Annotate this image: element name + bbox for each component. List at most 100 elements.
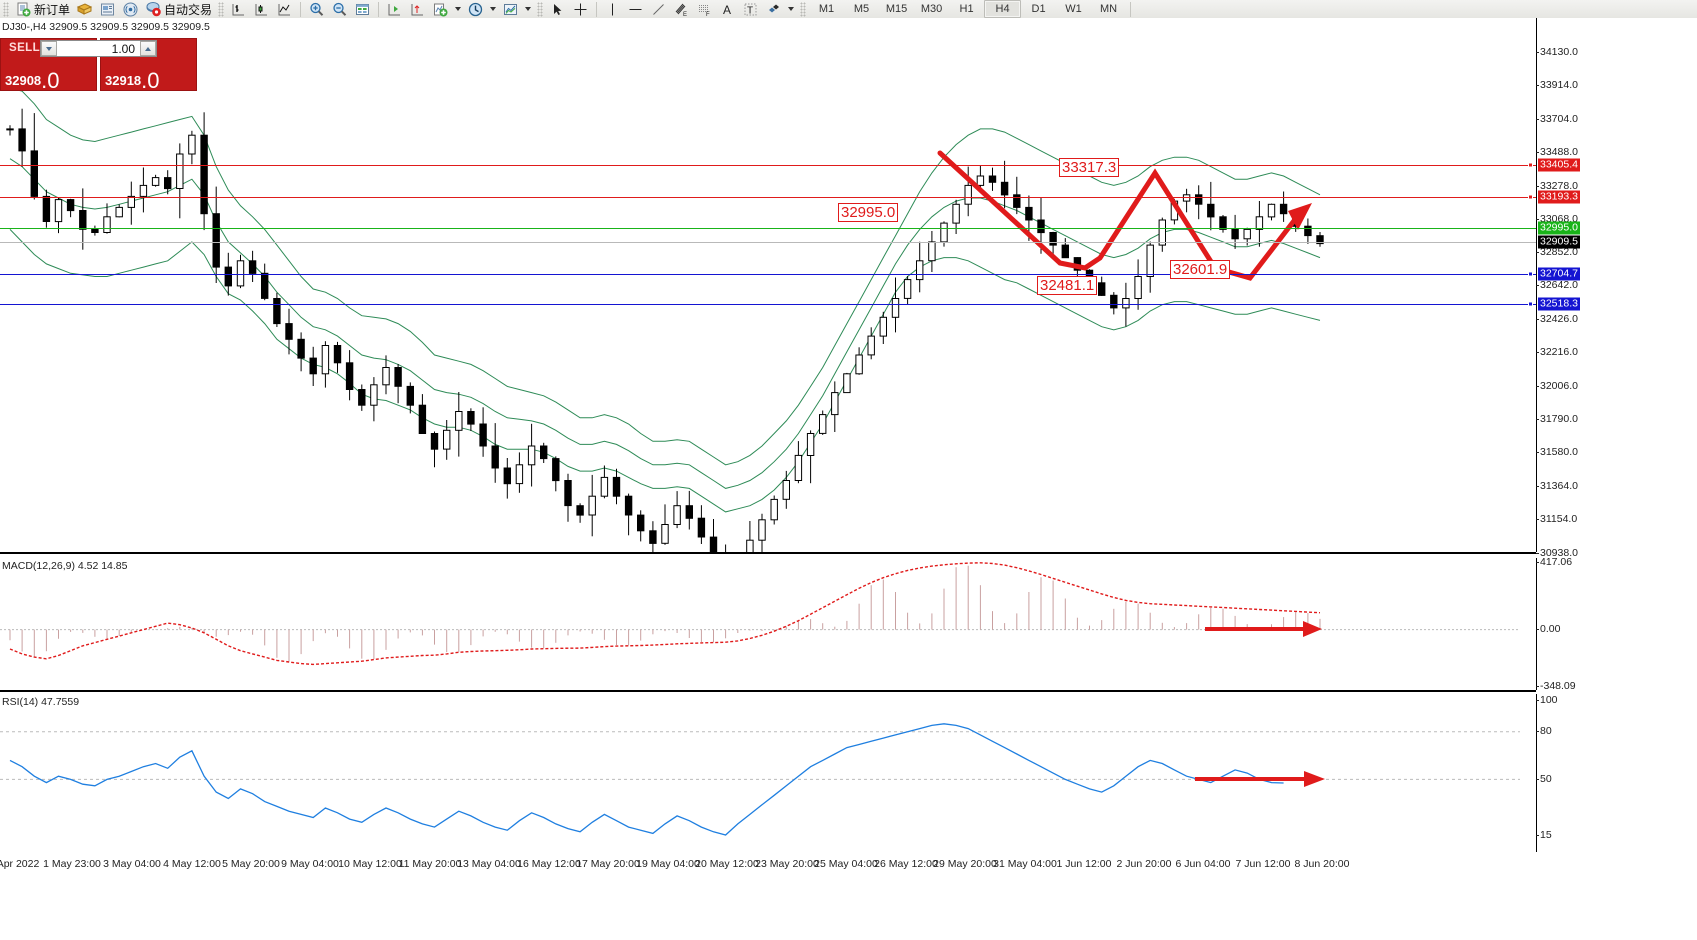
- equidistant-channel-button[interactable]: E: [670, 1, 693, 18]
- price-level-line[interactable]: [0, 274, 1536, 275]
- fibonacci-icon: F: [696, 1, 713, 18]
- horizontal-line-button[interactable]: [624, 1, 647, 18]
- equidistant-channel-icon: E: [673, 1, 690, 18]
- macd-pane[interactable]: [0, 558, 1536, 690]
- candlestick-chart-button[interactable]: [250, 1, 273, 18]
- timeframe-h1[interactable]: H1: [959, 3, 974, 15]
- price-level-handle[interactable]: [1528, 271, 1533, 277]
- volume-stepper[interactable]: 1.00: [40, 40, 157, 57]
- macd-arrow-head: [1303, 621, 1322, 637]
- indicators-icon: [432, 1, 449, 18]
- one-click-trading-panel[interactable]: SELL 32908.0 BUY 32918.0 1.00: [0, 38, 197, 92]
- new-order-button[interactable]: 新订单: [12, 1, 73, 18]
- auto-trading-button[interactable]: 自动交易: [142, 1, 215, 18]
- price-level-handle[interactable]: [1528, 301, 1533, 307]
- toolbar-grip-4[interactable]: [800, 1, 807, 17]
- templates-button[interactable]: [499, 1, 522, 18]
- bollinger-lower-band: [9, 229, 1321, 513]
- period-chevron-down-icon[interactable]: [490, 7, 497, 11]
- price-level-line[interactable]: [0, 242, 1536, 243]
- chevron-down-icon: [46, 46, 52, 51]
- bar-chart-button[interactable]: [227, 1, 250, 18]
- price-annotation[interactable]: 32481.1: [1037, 276, 1098, 295]
- price-axis[interactable]: 34130.0 33914.0 33704.0 33488.0 33278.0 33068…: [1535, 18, 1697, 625]
- text-label-button[interactable]: T: [739, 1, 762, 18]
- cursor-button[interactable]: [546, 1, 569, 18]
- price-level-handle[interactable]: [1528, 194, 1533, 200]
- price-level-line[interactable]: [0, 197, 1536, 198]
- wallet-button[interactable]: [73, 1, 96, 18]
- macd-title: MACD(12,26,9) 4.52 14.85: [2, 560, 128, 572]
- timeframe-d1[interactable]: D1: [1031, 3, 1046, 15]
- trendline-button[interactable]: [647, 1, 670, 18]
- objects-chevron-down-icon[interactable]: [788, 7, 795, 11]
- rsi-pane[interactable]: [0, 694, 1536, 852]
- pane-separator-2[interactable]: [0, 690, 1536, 692]
- svg-text:E: E: [683, 12, 687, 18]
- new-order-label: 新订单: [34, 2, 71, 17]
- chevron-up-icon: [145, 46, 151, 51]
- timeframe-h4[interactable]: H4: [984, 0, 1022, 18]
- toolbar-grip-2[interactable]: [218, 1, 225, 17]
- period-button[interactable]: [464, 1, 487, 18]
- line-chart-button[interactable]: [273, 1, 296, 18]
- pane-separator-1[interactable]: [0, 552, 1536, 554]
- timeframe-m15[interactable]: M15: [885, 3, 908, 15]
- toolbar-grip[interactable]: [3, 1, 9, 17]
- timeframe-mn[interactable]: MN: [1099, 3, 1118, 15]
- auto-scroll-button[interactable]: [406, 1, 429, 18]
- price-annotation[interactable]: 33317.3: [1059, 158, 1120, 177]
- zoom-in-button[interactable]: [305, 1, 328, 18]
- price-level-tag[interactable]: 32909.5: [1538, 235, 1580, 249]
- price-annotation[interactable]: 32995.0: [838, 203, 899, 222]
- price-level-tag[interactable]: 32995.0: [1538, 221, 1580, 235]
- toolbar-separator-4: [1130, 1, 1132, 17]
- price-level-tag[interactable]: 33193.3: [1538, 190, 1580, 204]
- price-chart-pane[interactable]: 33317.3 32995.0 32481.1 32601.9: [0, 18, 1536, 552]
- templates-chevron-down-icon[interactable]: [525, 7, 532, 11]
- price-level-handle[interactable]: [1528, 162, 1533, 168]
- crosshair-button[interactable]: [569, 1, 592, 18]
- vertical-line-button[interactable]: [601, 1, 624, 18]
- forecast-arrow: [937, 150, 1303, 281]
- period-icon: [467, 1, 484, 18]
- indicators-button[interactable]: [429, 1, 452, 18]
- time-axis-label: 2 Jun 20:00: [1116, 858, 1172, 870]
- objects-button[interactable]: [762, 1, 785, 18]
- indicators-chevron-down-icon[interactable]: [455, 7, 462, 11]
- text-button[interactable]: A: [716, 1, 739, 18]
- price-level-tag[interactable]: 33405.4: [1538, 158, 1580, 172]
- sell-button[interactable]: SELL 32908.0: [0, 38, 97, 92]
- text-icon: A: [719, 1, 736, 18]
- price-level-line[interactable]: [0, 304, 1536, 305]
- auto-trading-icon: [145, 1, 162, 18]
- fibonacci-button[interactable]: F: [693, 1, 716, 18]
- volume-value[interactable]: 1.00: [111, 41, 135, 56]
- toolbar-separator-2: [378, 1, 380, 17]
- data-window-button[interactable]: [351, 1, 374, 18]
- time-axis-label: Apr 2022: [0, 858, 40, 870]
- price-annotation[interactable]: 32601.9: [1170, 260, 1231, 279]
- timeframe-m1[interactable]: M1: [818, 3, 835, 15]
- timeframe-m5[interactable]: M5: [853, 3, 870, 15]
- price-axis-tick: 31154.0: [1535, 513, 1578, 525]
- svg-text:A: A: [723, 3, 731, 17]
- time-axis[interactable]: Apr 2022 1 May 23:00 3 May 04:00 4 May 12:0…: [0, 852, 1536, 940]
- chart-shift-button[interactable]: [383, 1, 406, 18]
- news-button[interactable]: [96, 1, 119, 18]
- price-level-tag[interactable]: 32704.7: [1538, 267, 1580, 281]
- price-level-tag[interactable]: 32518.3: [1538, 297, 1580, 311]
- rsi-axis-tick: 50: [1536, 773, 1552, 785]
- time-axis-label: 31 May 04:00: [993, 858, 1057, 870]
- bar-chart-icon: [230, 1, 247, 18]
- timeframe-w1[interactable]: W1: [1065, 3, 1082, 15]
- signals-button[interactable]: [119, 1, 142, 18]
- time-axis-label: 1 Jun 12:00: [1056, 858, 1112, 870]
- volume-increment-button[interactable]: [140, 41, 156, 56]
- timeframe-m30[interactable]: M30: [920, 3, 943, 15]
- zoom-out-button[interactable]: [328, 1, 351, 18]
- price-level-line[interactable]: [0, 165, 1536, 166]
- toolbar-grip-3[interactable]: [537, 1, 544, 17]
- volume-decrement-button[interactable]: [41, 41, 57, 56]
- price-level-line[interactable]: [0, 228, 1536, 229]
